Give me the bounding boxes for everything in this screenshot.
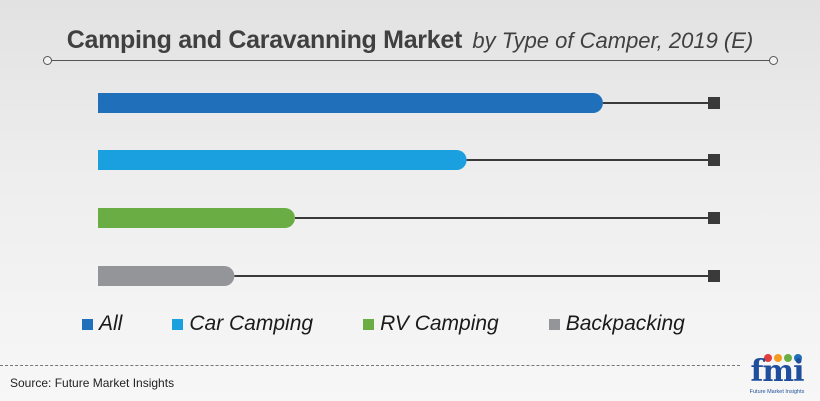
legend-swatch-all — [82, 318, 93, 330]
legend-item-car-camping: Car Camping — [172, 312, 313, 336]
legend-item-rv-camping: RV Camping — [363, 312, 499, 336]
bar-track-end-backpacking — [708, 270, 720, 282]
logo-dot-icon — [774, 354, 782, 362]
bar-track-end-rv-camping — [708, 212, 720, 224]
bar-backpacking — [98, 266, 235, 286]
chart-title-main: Camping and Caravanning Market — [66, 26, 463, 54]
legend-label-rv-camping: RV Camping — [380, 312, 499, 335]
legend-label-all: All — [99, 312, 123, 335]
legend-label-car-camping: Car Camping — [189, 312, 314, 335]
logo-dot-icon — [794, 354, 802, 362]
bar-all — [98, 93, 603, 113]
bar-track-end-car-camping — [708, 154, 720, 166]
chart-title: Camping and Caravanning Market by Type o… — [0, 26, 820, 55]
legend-item-backpacking: Backpacking — [548, 312, 685, 336]
divider-left-endpoint — [43, 56, 52, 65]
legend-swatch-car-camping — [172, 318, 184, 330]
bar-chart — [98, 93, 720, 286]
title-divider — [48, 60, 774, 61]
bar-track-end-all — [708, 97, 720, 109]
divider-right-endpoint — [769, 56, 778, 65]
logo-tagline: Future Market Insights — [749, 389, 805, 395]
logo-dots — [764, 354, 804, 362]
source-note: Source: Future Market Insights — [10, 376, 175, 390]
bar-rv-camping — [98, 208, 295, 229]
legend-item-all: All — [82, 312, 122, 336]
legend-swatch-rv-camping — [363, 318, 375, 330]
fmi-logo: fmi Future Market Insights — [744, 352, 810, 398]
legend-swatch-backpacking — [548, 318, 560, 330]
logo-dot-icon — [784, 354, 792, 362]
logo-wordmark: fmi — [750, 354, 804, 389]
chart-title-sub: by Type of Camper, 2019 (E) — [472, 28, 754, 53]
chart-legend: All Car Camping RV Camping Backpacking — [82, 312, 735, 336]
bar-car-camping — [98, 150, 467, 170]
footer-divider — [0, 365, 740, 366]
legend-label-backpacking: Backpacking — [565, 312, 685, 335]
logo-dot-icon — [764, 354, 772, 362]
